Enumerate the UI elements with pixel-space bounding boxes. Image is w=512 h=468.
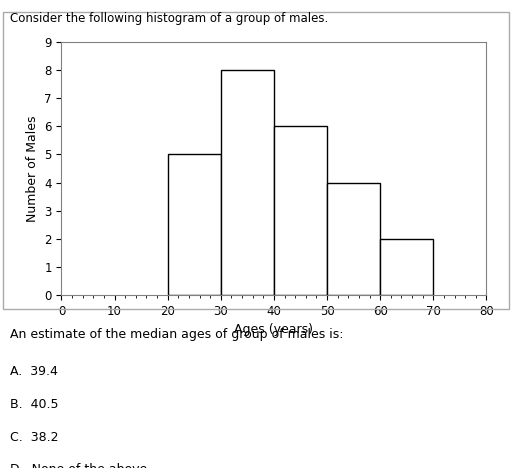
Y-axis label: Number of Males: Number of Males: [26, 115, 39, 222]
Bar: [274, 126, 327, 295]
Text: D.  None of the above.: D. None of the above.: [10, 463, 152, 468]
Bar: [380, 239, 433, 295]
Text: B.  40.5: B. 40.5: [10, 398, 59, 411]
Bar: [327, 183, 380, 295]
Text: A.  39.4: A. 39.4: [10, 365, 58, 378]
Text: Consider the following histogram of a group of males.: Consider the following histogram of a gr…: [10, 12, 329, 25]
X-axis label: Ages (years): Ages (years): [234, 323, 313, 336]
Bar: [168, 154, 221, 295]
Text: An estimate of the median ages of group of males is:: An estimate of the median ages of group …: [10, 328, 344, 341]
Text: C.  38.2: C. 38.2: [10, 431, 59, 444]
Bar: [221, 70, 274, 295]
